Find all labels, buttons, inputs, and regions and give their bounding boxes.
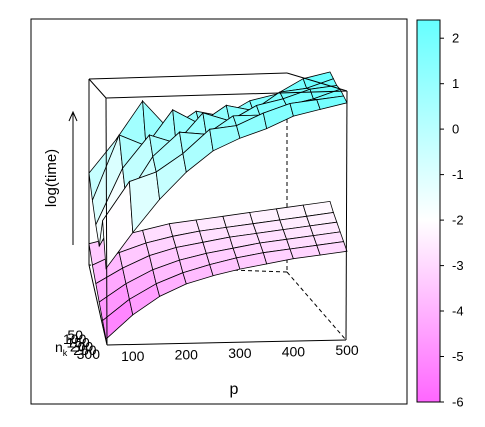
nk-tick-label: 50 xyxy=(67,327,83,343)
nk-axis-title: nk xyxy=(55,339,68,358)
colorbar-tick-label: -5 xyxy=(452,349,464,364)
p-tick-label: 500 xyxy=(335,342,359,358)
surface-1-facet xyxy=(316,241,348,256)
colorbar-tick-label: -3 xyxy=(452,258,464,273)
nk-tick-label: 150 xyxy=(66,335,90,351)
surface-1 xyxy=(88,200,348,340)
colorbar-tick-label: 1 xyxy=(452,76,459,91)
colorbar-tick-label: 0 xyxy=(452,122,459,137)
nk-tick-label: 100 xyxy=(63,331,87,347)
x-axis-title: p xyxy=(230,381,239,398)
nk-tick-label: 250 xyxy=(73,342,97,358)
y-axis-title: log(time) xyxy=(43,149,60,207)
vertical-axis-arrow xyxy=(68,110,78,245)
colorbar-tick-label: -6 xyxy=(452,395,464,410)
colorbar-tick-label: 2 xyxy=(452,31,459,46)
box-visible-edges xyxy=(88,72,348,346)
colorbar-tick-label: -4 xyxy=(452,304,464,319)
surface-layer xyxy=(88,71,348,340)
p-tick-label: 300 xyxy=(228,345,252,361)
p-tick-label: 100 xyxy=(121,348,145,364)
colorbar-tick-label: -2 xyxy=(452,213,464,228)
colorbar-tick-label: -1 xyxy=(452,167,464,182)
nk-tick-label: 200 xyxy=(70,338,94,354)
colorbar-ticks: 2 1 0 -1 -2 -3 -4 -5 -6 xyxy=(440,31,464,410)
surface-2 xyxy=(88,71,348,270)
colorbar xyxy=(416,19,441,403)
p-tick-label: 200 xyxy=(175,347,199,363)
nk-tick-label: 300 xyxy=(77,346,101,362)
p-tick-label: 400 xyxy=(282,344,306,360)
p-axis-ticks: 100 200 300 400 500 xyxy=(121,342,359,364)
